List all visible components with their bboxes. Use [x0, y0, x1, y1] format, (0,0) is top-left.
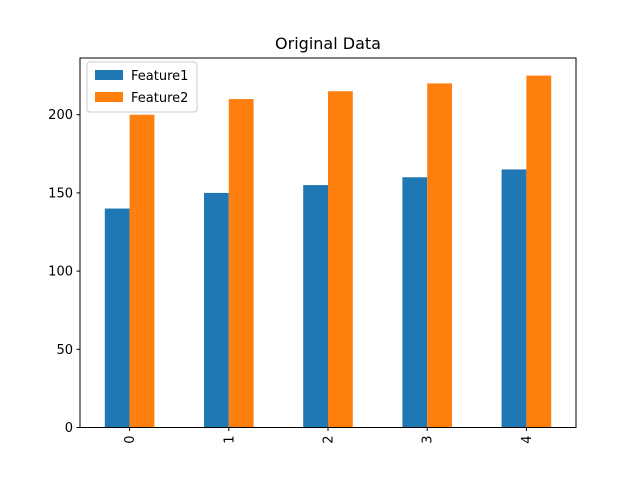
x-axis: 0 1 2 3 4	[123, 427, 535, 444]
legend-swatch-feature1	[95, 70, 123, 80]
legend-swatch-feature2	[95, 92, 123, 102]
y-tick-label-200: 200	[48, 108, 73, 123]
bar-feature2-3	[427, 83, 452, 428]
bar-feature2-2	[328, 91, 353, 428]
x-tick-label-2: 2	[322, 436, 337, 444]
x-tick-label-0: 0	[123, 436, 138, 444]
plot-frame	[79, 57, 577, 428]
bar-feature1-2	[303, 185, 328, 428]
x-tick-label-1: 1	[222, 436, 237, 444]
y-axis: 0 50 100 150 200	[48, 108, 80, 436]
bar-feature2-1	[228, 99, 254, 428]
y-tick-label-50: 50	[56, 343, 73, 358]
bar-feature2-4	[526, 75, 552, 428]
bar-feature1-3	[402, 177, 428, 428]
plot-area	[104, 75, 552, 428]
y-tick-label-150: 150	[48, 186, 73, 201]
legend: Feature1 Feature2	[86, 61, 198, 113]
y-tick-label-100: 100	[48, 265, 73, 280]
y-tick-label-0: 0	[65, 421, 73, 436]
bar-feature1-4	[501, 169, 527, 428]
bar-feature1-1	[204, 192, 229, 428]
legend-label-feature2: Feature2	[131, 91, 188, 106]
x-tick-label-3: 3	[421, 436, 436, 444]
chart-title: Original Data	[275, 34, 381, 53]
bar-feature2-0	[129, 114, 155, 428]
bar-feature1-0	[104, 208, 130, 428]
x-tick-label-4: 4	[520, 436, 535, 444]
legend-label-feature1: Feature1	[131, 69, 188, 84]
